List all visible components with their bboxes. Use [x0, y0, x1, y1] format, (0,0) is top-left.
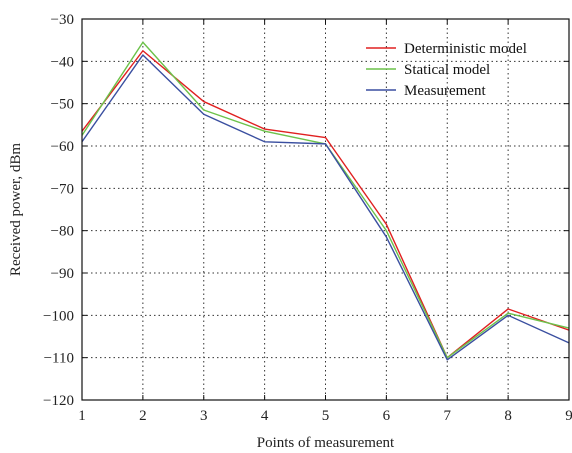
series-line-deterministic-model	[81, 50, 570, 359]
legend-label: Statical model	[404, 62, 490, 78]
y-axis-title: Received power, dBm	[8, 143, 24, 276]
y-tick-label: −30	[51, 12, 74, 28]
y-tick-label: −70	[51, 181, 74, 197]
y-tick-label: −100	[43, 308, 74, 324]
series-line-measurement	[81, 54, 570, 361]
y-tick-label: −120	[43, 393, 74, 409]
x-tick-label: 3	[200, 408, 208, 424]
x-tick-label: 5	[322, 408, 330, 424]
y-tick-label: −40	[51, 54, 74, 70]
x-tick-label: 1	[78, 408, 86, 424]
grid	[82, 19, 569, 400]
legend-label: Deterministic model	[404, 41, 527, 57]
y-tick-label: −80	[51, 224, 74, 240]
x-axis-title: Points of measurement	[257, 435, 395, 451]
x-tick-label: 2	[139, 408, 147, 424]
x-tick-label: 6	[383, 408, 391, 424]
x-tick-label: 7	[444, 408, 452, 424]
series-lines	[81, 41, 570, 361]
y-tick-label: −90	[51, 266, 74, 282]
legend-label: Measurement	[404, 83, 486, 99]
y-tick-label: −60	[51, 139, 74, 155]
y-tick-label: −50	[51, 97, 74, 113]
axis-ticks: 1 2 3 4 5 6 7 8 9 −30 −40 −50 −60 −70 −80 −90 −100 −110 −1…	[43, 12, 572, 424]
legend: Deterministic model Statical model Measure…	[366, 41, 527, 99]
x-tick-label: 9	[565, 408, 572, 424]
x-tick-label: 8	[504, 408, 512, 424]
x-tick-label: 4	[261, 408, 269, 424]
y-tick-label: −110	[44, 351, 74, 367]
